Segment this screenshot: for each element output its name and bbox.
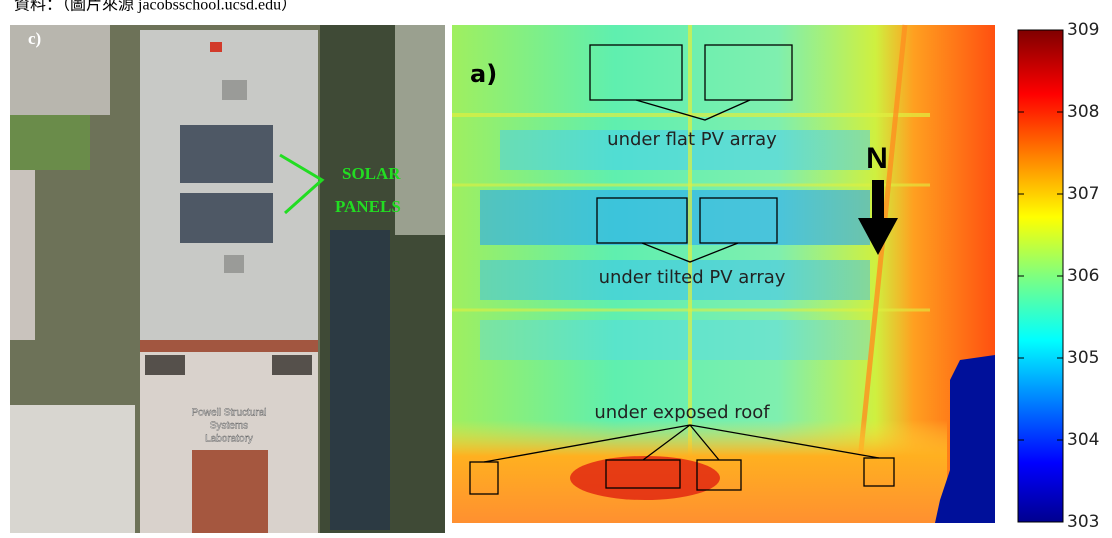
tick-label: 309 [1067, 20, 1099, 40]
tick-label: 307 [1067, 184, 1099, 204]
tick-label: 305 [1067, 348, 1099, 368]
annotation: PANELS [335, 197, 401, 216]
thermal-image: a) under flat PV array under tilted PV a… [452, 24, 995, 523]
annotation: SOLAR [342, 164, 401, 183]
tick-label: 303 [1067, 512, 1099, 532]
building-sign: Systems [210, 421, 248, 432]
north-arrow [858, 180, 898, 255]
tick-label: 306 [1067, 266, 1099, 286]
building-sign: Powell Structural [191, 408, 266, 419]
region-label: under flat PV array [607, 129, 777, 150]
tick-label: 304 [1067, 430, 1099, 450]
building-sign: Laboratory [205, 434, 253, 445]
aerial-photo: c) SOLAR PANELS Powell Structural System… [10, 25, 445, 533]
colorbar: 303 304 305 306 307 308 309 [1017, 20, 1099, 532]
region-label: under exposed roof [594, 402, 770, 423]
panel-label: a) [470, 60, 497, 88]
caption: 資料：（圖片來源 jacobsschool.ucsd.edu） [14, 0, 297, 14]
region-label: under tilted PV array [599, 267, 786, 288]
tick-label: 308 [1067, 102, 1099, 122]
north-label: N [866, 142, 888, 175]
panel-label: c) [28, 29, 41, 48]
